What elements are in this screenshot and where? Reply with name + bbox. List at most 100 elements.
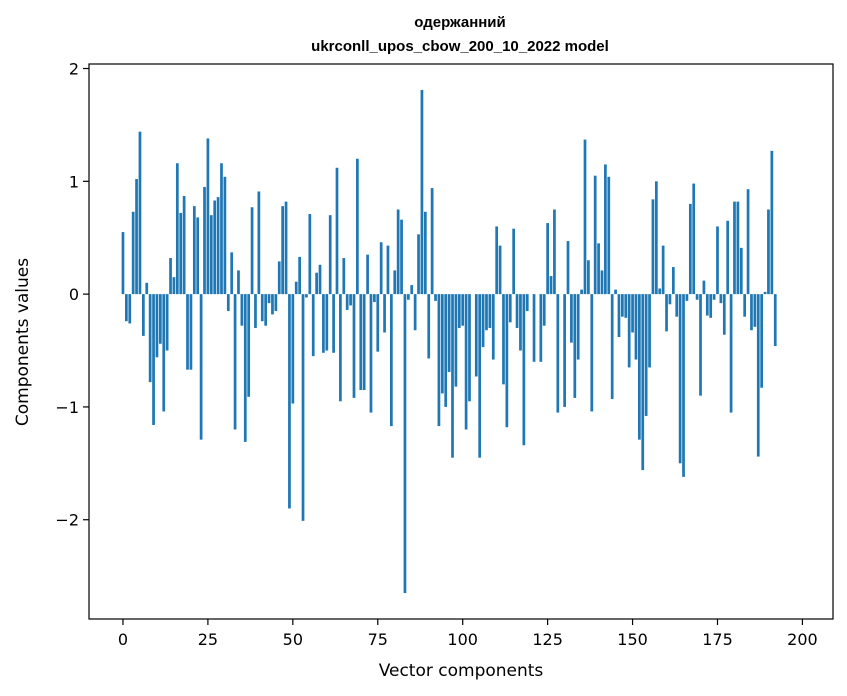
bar-85 — [410, 285, 414, 295]
bar-105 — [478, 294, 482, 458]
bar-185 — [750, 294, 753, 331]
bar-192 — [773, 294, 777, 347]
bar-19 — [186, 294, 189, 370]
bar-42 — [264, 294, 268, 326]
bar-8 — [148, 294, 152, 383]
bar-188 — [760, 294, 764, 388]
bar-37 — [247, 294, 251, 397]
bar-186 — [753, 294, 757, 327]
bar-50 — [291, 294, 295, 404]
bar-135 — [580, 289, 583, 295]
bar-141 — [600, 270, 604, 295]
bar-168 — [692, 183, 696, 295]
bar-169 — [695, 294, 699, 300]
bar-174 — [712, 294, 716, 300]
bar-125 — [546, 223, 549, 295]
bar-0 — [121, 232, 125, 295]
bar-40 — [257, 191, 261, 295]
bar-32 — [230, 252, 234, 295]
bar-128 — [556, 294, 560, 413]
bar-150 — [631, 294, 634, 333]
x-tick-label-175: 175 — [702, 630, 733, 649]
bar-94 — [440, 294, 444, 394]
bar-132 — [570, 294, 573, 343]
bar-90 — [427, 294, 431, 359]
x-tick-label-0: 0 — [118, 630, 128, 649]
bar-158 — [658, 288, 662, 295]
bar-45 — [274, 294, 278, 312]
bar-24 — [203, 186, 206, 295]
bar-95 — [444, 294, 448, 407]
bar-64 — [339, 294, 342, 402]
bar-100 — [461, 294, 465, 326]
bar-140 — [597, 243, 600, 295]
bar-160 — [665, 294, 668, 332]
bar-124 — [542, 294, 546, 326]
bar-137 — [587, 260, 590, 295]
bar-15 — [172, 277, 176, 295]
bar-172 — [705, 294, 709, 316]
bar-173 — [709, 294, 713, 318]
bar-142 — [604, 164, 607, 295]
bar-88 — [420, 89, 424, 295]
bar-25 — [206, 138, 210, 295]
bar-10 — [155, 294, 159, 358]
bar-58 — [318, 264, 322, 295]
bar-163 — [675, 294, 679, 317]
bar-17 — [179, 212, 183, 295]
y-tick-label-0: 0 — [69, 285, 79, 304]
bar-147 — [621, 294, 624, 317]
bar-98 — [454, 294, 458, 387]
bar-54 — [305, 294, 308, 298]
bar-29 — [220, 163, 223, 295]
bar-157 — [654, 181, 658, 295]
x-tick-label-200: 200 — [787, 630, 818, 649]
bar-110 — [495, 226, 499, 295]
bar-96 — [447, 294, 451, 372]
x-tick-label-25: 25 — [198, 630, 218, 649]
bar-59 — [322, 294, 325, 353]
bar-38 — [250, 207, 254, 295]
bar-66 — [345, 294, 349, 310]
y-tick-label-2: 2 — [69, 60, 79, 79]
bar-138 — [590, 294, 594, 412]
bar-60 — [325, 294, 329, 351]
bar-126 — [549, 276, 553, 295]
bar-113 — [505, 294, 509, 428]
bar-178 — [726, 220, 730, 295]
bar-16 — [175, 163, 179, 295]
x-tick-label-50: 50 — [283, 630, 303, 649]
plot-frame — [88, 63, 834, 620]
bar-156 — [651, 199, 655, 295]
bar-171 — [702, 280, 706, 295]
bar-144 — [610, 294, 614, 400]
bar-130 — [563, 294, 566, 407]
bar-86 — [413, 294, 417, 331]
y-tick-label--2: −2 — [55, 511, 79, 530]
bar-136 — [583, 139, 587, 295]
bar-134 — [576, 294, 580, 360]
bar-116 — [515, 294, 519, 328]
y-axis-label: Components values — [13, 258, 33, 426]
bar-118 — [522, 294, 526, 446]
bar-123 — [539, 294, 543, 362]
bar-27 — [213, 200, 217, 295]
chart-title-line1: одержанний — [414, 14, 506, 31]
bar-9 — [152, 294, 155, 425]
bar-149 — [627, 294, 631, 368]
bar-117 — [519, 294, 522, 351]
bar-139 — [593, 175, 597, 295]
bar-5 — [138, 131, 142, 295]
bar-52 — [298, 256, 301, 295]
bar-73 — [369, 294, 373, 413]
bar-111 — [498, 245, 502, 295]
bar-41 — [260, 294, 264, 322]
bar-11 — [158, 294, 162, 344]
bar-84 — [406, 294, 410, 300]
bar-151 — [634, 294, 638, 360]
bar-167 — [688, 203, 692, 295]
bar-44 — [271, 294, 274, 315]
bar-70 — [359, 294, 363, 390]
bar-92 — [434, 294, 437, 301]
